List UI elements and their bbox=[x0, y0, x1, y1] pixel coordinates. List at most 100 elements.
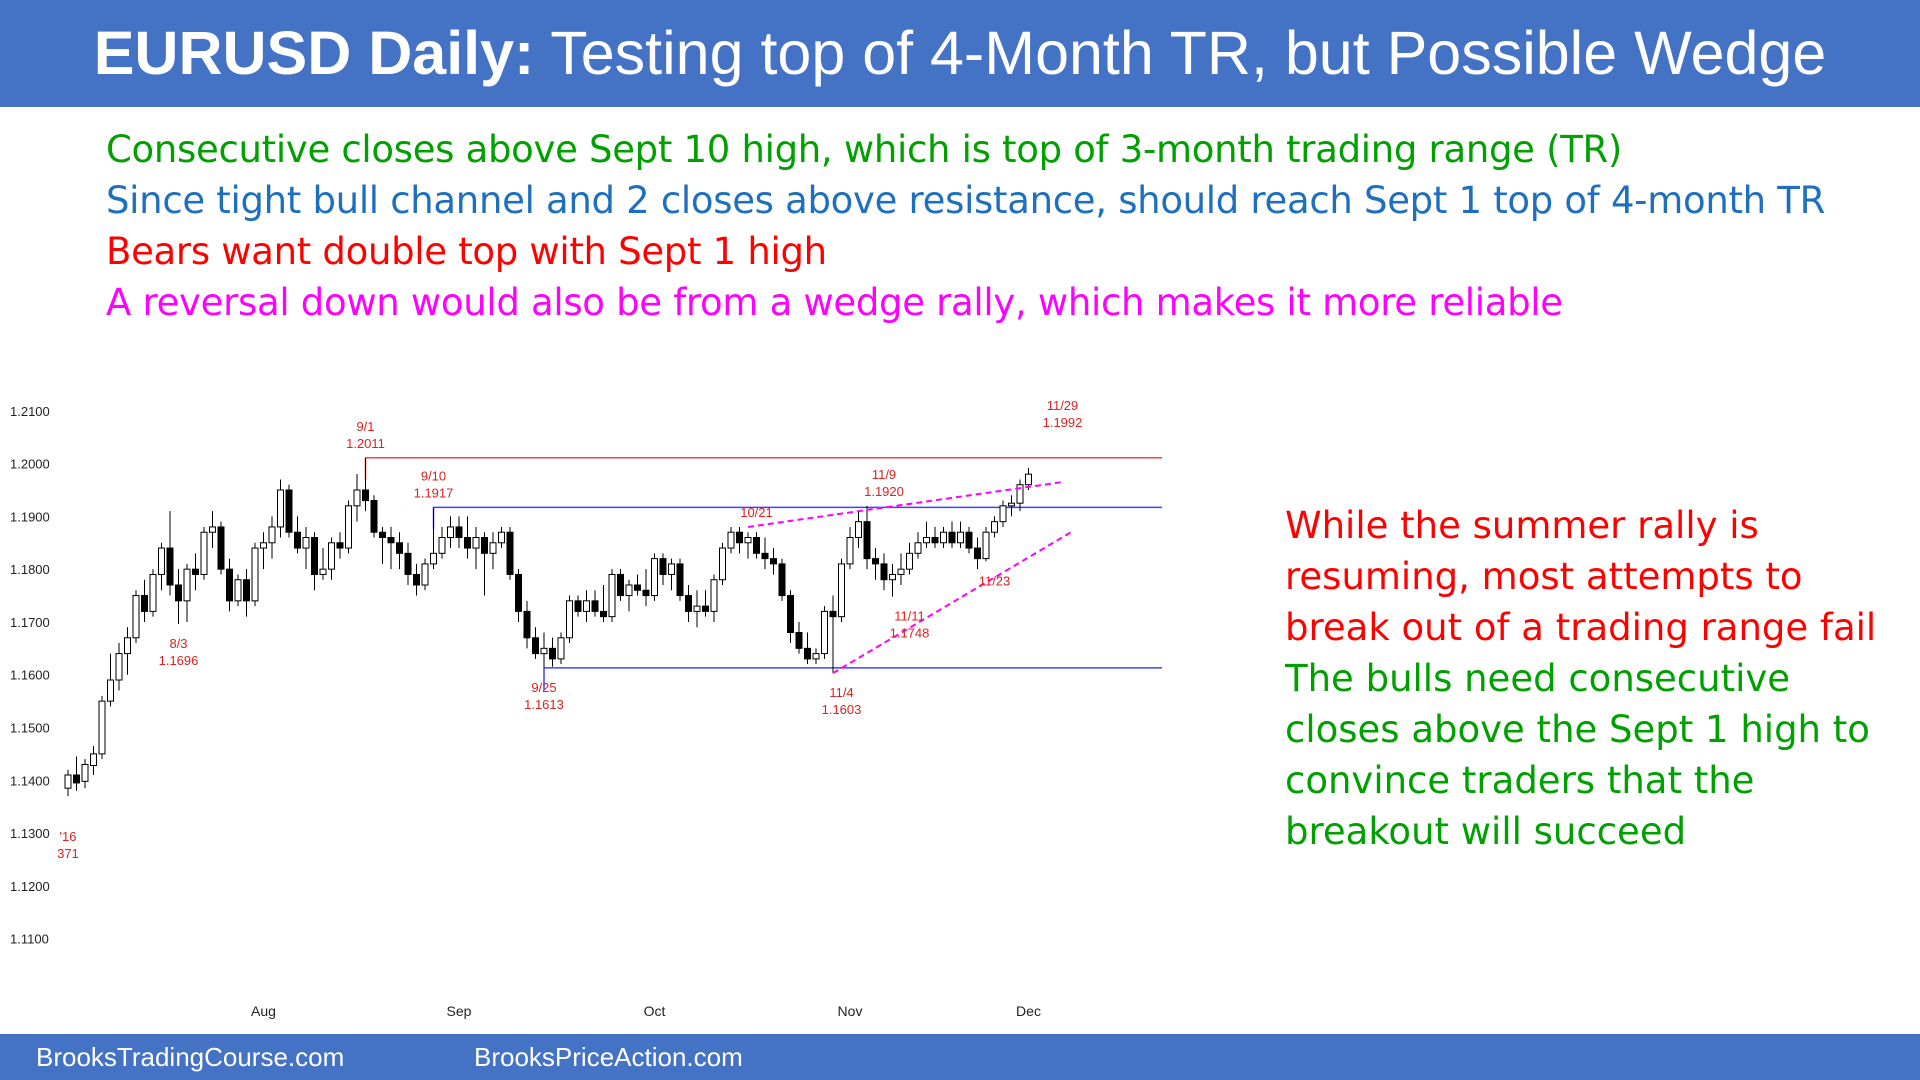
candle-body bbox=[906, 552, 913, 570]
title-bar: EURUSD Daily: Testing top of 4-Month TR,… bbox=[0, 0, 1920, 107]
title-description: Testing top of 4-Month TR, but Possible … bbox=[534, 19, 1827, 87]
footer-bar: BrooksTradingCourse.com BrooksPriceActio… bbox=[0, 1034, 1920, 1080]
candle-body bbox=[600, 610, 607, 618]
candle-body bbox=[863, 521, 871, 560]
candle-body bbox=[889, 573, 896, 581]
candle-body bbox=[634, 584, 641, 591]
candle-body bbox=[617, 573, 624, 597]
candle-body bbox=[787, 595, 794, 633]
candle-body bbox=[370, 500, 378, 533]
wedge-line bbox=[832, 531, 1072, 674]
annotation-label: 11/11 bbox=[894, 609, 925, 624]
side-note-red: While the summer rally is resuming, most… bbox=[1285, 500, 1876, 653]
candle-body bbox=[447, 526, 454, 538]
candle-body bbox=[948, 531, 956, 544]
candle-body bbox=[396, 542, 403, 554]
candle-body bbox=[829, 610, 837, 618]
candle-body bbox=[523, 610, 531, 639]
candle-body bbox=[931, 537, 939, 544]
bullet-1: Consecutive closes above Sept 10 high, w… bbox=[106, 128, 1623, 171]
wedge-line bbox=[747, 481, 1063, 528]
annotation-label: 11/4 bbox=[829, 685, 853, 700]
candle-body bbox=[515, 573, 522, 612]
candle-body bbox=[489, 542, 497, 554]
candle-body bbox=[727, 531, 735, 549]
footer-link-trading-course[interactable]: BrooksTradingCourse.com bbox=[36, 1042, 345, 1072]
annotation-label: 9/10 bbox=[421, 468, 446, 483]
candle-body bbox=[736, 531, 743, 544]
candle-body bbox=[914, 542, 922, 554]
candle-body bbox=[702, 605, 709, 612]
candle-body bbox=[1025, 473, 1032, 486]
candle-body bbox=[217, 526, 225, 570]
candle-body bbox=[149, 573, 157, 612]
side-note-green-line: The bulls need consecutive bbox=[1285, 657, 1791, 700]
candle-body bbox=[294, 531, 301, 549]
candle-body bbox=[872, 558, 879, 565]
x-tick-label: Oct bbox=[644, 1003, 666, 1019]
candle-body bbox=[974, 547, 981, 560]
candle-body bbox=[583, 600, 590, 612]
candle-body bbox=[940, 531, 947, 544]
side-note-green-line: breakout will succeed bbox=[1285, 810, 1687, 853]
bullet-4: A reversal down would also be from a wed… bbox=[106, 281, 1563, 324]
annotation-label: 1.1992 bbox=[1043, 415, 1083, 430]
y-tick-label: 1.2000 bbox=[10, 457, 50, 472]
candle-body bbox=[1016, 484, 1024, 504]
annotation-label: 1.1603 bbox=[822, 702, 862, 717]
candle-body bbox=[226, 568, 233, 602]
candle-body bbox=[625, 584, 633, 597]
candle-body bbox=[379, 531, 386, 539]
candle-body bbox=[268, 526, 276, 544]
side-note-red-line: While the summer rally is bbox=[1285, 504, 1759, 547]
candle-body bbox=[98, 700, 106, 755]
candle-body bbox=[540, 647, 548, 655]
candle-body bbox=[821, 610, 828, 655]
candle-body bbox=[965, 531, 973, 549]
candle-body bbox=[90, 753, 97, 766]
candle-body bbox=[345, 505, 352, 549]
side-note-red-line: resuming, most attempts to bbox=[1285, 555, 1803, 598]
candle-body bbox=[693, 605, 701, 612]
side-note-green: The bulls need consecutive closes above … bbox=[1285, 653, 1870, 857]
candle-body bbox=[353, 489, 361, 507]
candle-body bbox=[999, 505, 1007, 523]
candle-body bbox=[991, 521, 998, 533]
x-tick-label: Aug bbox=[251, 1003, 276, 1019]
annotation-label: 1.2011 bbox=[346, 436, 385, 451]
footer-link-price-action[interactable]: BrooksPriceAction.com bbox=[474, 1042, 743, 1072]
candle-body bbox=[668, 563, 675, 575]
candle-body bbox=[64, 774, 72, 789]
candle-body bbox=[209, 526, 216, 533]
side-note-green-line: convince traders that the bbox=[1285, 759, 1755, 802]
annotation-label: 1.1613 bbox=[524, 697, 564, 712]
candle-body bbox=[200, 531, 208, 575]
annotation-label: 1.1917 bbox=[414, 485, 454, 500]
candle-body bbox=[753, 537, 760, 554]
annotation-label: 1.1748 bbox=[890, 626, 930, 641]
y-tick-label: 1.1600 bbox=[10, 668, 50, 683]
candle-body bbox=[455, 526, 463, 538]
y-tick-label: 1.1800 bbox=[10, 562, 50, 577]
annotation-label: 1.1696 bbox=[159, 653, 199, 668]
candle-body bbox=[192, 568, 199, 575]
annotation-label: 9/1 bbox=[356, 419, 374, 434]
candle-body bbox=[982, 531, 990, 560]
side-note-green-line: closes above the Sept 1 high to bbox=[1285, 708, 1870, 751]
annotation-label: 371 bbox=[57, 846, 79, 861]
y-tick-label: 1.1100 bbox=[10, 932, 49, 947]
candle-body bbox=[481, 537, 488, 554]
candle-body bbox=[719, 547, 726, 581]
candle-body bbox=[243, 579, 250, 602]
price-chart: 1.2100 1.2000 1.1900 1.1800 1.1700 1.1600 1.15… bbox=[10, 398, 1162, 1019]
candle-body bbox=[897, 568, 905, 575]
candle-body bbox=[472, 537, 480, 549]
candle-body bbox=[175, 584, 182, 602]
candle-body bbox=[319, 568, 327, 575]
candle-body bbox=[549, 647, 556, 660]
candle-body bbox=[336, 542, 344, 549]
annotation-label: 11/23 bbox=[979, 573, 1011, 588]
candle-body bbox=[1008, 502, 1015, 507]
candle-body bbox=[838, 563, 845, 618]
candle-body bbox=[761, 552, 769, 560]
